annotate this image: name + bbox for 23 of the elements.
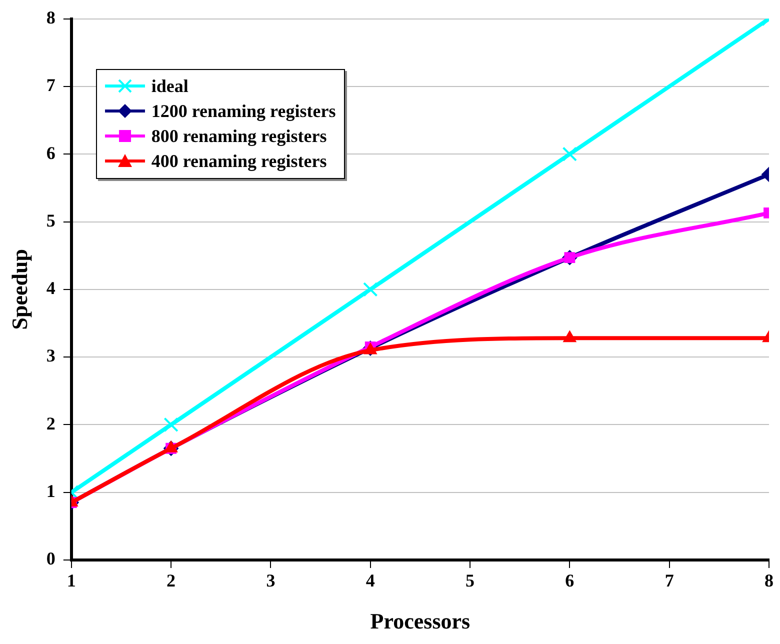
x-tick-label: 1 — [66, 570, 76, 590]
y-tick-label: 3 — [46, 346, 56, 366]
x-axis-title: Processors — [370, 608, 471, 634]
y-tick-label: 2 — [46, 413, 56, 434]
x-tick-label: 4 — [366, 570, 375, 590]
y-tick-label: 0 — [46, 548, 56, 569]
y-tick-label: 6 — [46, 142, 56, 163]
y-tick-label: 8 — [46, 7, 56, 28]
y-tick-label: 4 — [46, 278, 56, 298]
y-axis-title: Speedup — [6, 249, 32, 330]
x-tick-label: 3 — [266, 570, 276, 590]
y-tick-label: 1 — [46, 481, 56, 502]
legend-label: 800 renaming registers — [151, 126, 327, 147]
x-tick-label: 6 — [565, 570, 574, 590]
legend-label: 1200 renaming registers — [151, 100, 336, 122]
x-tick-label: 5 — [466, 570, 475, 590]
legend-label: 400 renaming registers — [151, 150, 327, 172]
y-tick-label: 7 — [46, 75, 56, 96]
x-tick-label: 2 — [166, 570, 176, 590]
x-tick-label: 8 — [764, 570, 774, 590]
legend-label: ideal — [151, 76, 188, 97]
x-tick-label: 7 — [664, 570, 674, 590]
y-tick-label: 5 — [46, 210, 56, 230]
